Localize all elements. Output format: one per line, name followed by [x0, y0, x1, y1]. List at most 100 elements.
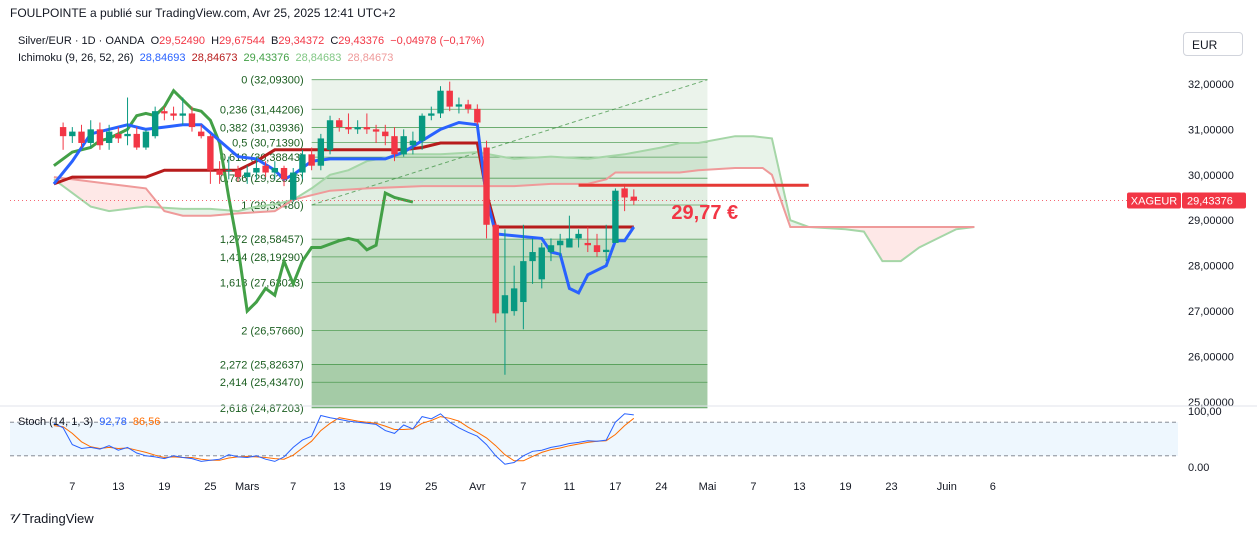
stoch-d-line — [53, 416, 635, 462]
fib-zone — [311, 282, 708, 331]
time-tick-label: 7 — [69, 481, 75, 493]
candle — [612, 190, 619, 243]
price-annotation: 29,77 € — [671, 202, 738, 224]
fib-level-label: 0,236 (31,44206) — [220, 104, 304, 116]
symbol-tag — [1127, 192, 1181, 209]
candle — [464, 104, 472, 109]
candle — [216, 170, 223, 175]
stochastic-pane: 100,00 0.00 — [10, 406, 1222, 474]
candle — [455, 104, 463, 107]
candle — [547, 245, 555, 253]
open-value: O29,52490 — [150, 35, 206, 47]
tenkan-value: 28,84693 — [139, 52, 186, 64]
time-tick-label: 19 — [839, 481, 851, 493]
fib-zone — [311, 157, 708, 179]
time-tick-label: 23 — [885, 481, 897, 493]
candle — [483, 147, 490, 225]
stoch-tick-label: 0.00 — [1188, 462, 1209, 474]
stoch-label[interactable]: Stoch (14, 1, 3) — [18, 416, 94, 428]
kijun-value: 28,84673 — [191, 52, 238, 64]
fib-zone — [311, 79, 708, 110]
stoch-legend: Stoch (14, 1, 3) 92,78 86,56 — [18, 416, 163, 428]
candle — [428, 113, 435, 116]
time-tick-label: 19 — [379, 481, 391, 493]
candle — [96, 129, 104, 146]
ichimoku-label[interactable]: Ichimoku (9, 26, 52, 26) — [18, 52, 134, 64]
price-tick-label: 27,00000 — [1188, 306, 1234, 318]
candle — [603, 249, 610, 253]
candle — [474, 108, 481, 123]
senkou-span-a-line — [53, 135, 975, 263]
time-tick-label: Mai — [699, 481, 717, 493]
candle — [520, 261, 527, 303]
time-tick-label: 13 — [333, 481, 345, 493]
footer: ⁷⁄ TradingView — [10, 510, 94, 526]
candle — [354, 127, 361, 130]
candle — [529, 252, 536, 262]
candle — [262, 165, 269, 173]
fib-zone — [311, 382, 708, 408]
candle — [225, 170, 232, 172]
candle — [142, 131, 150, 148]
senkou-span-b-line — [53, 167, 975, 228]
candle — [151, 111, 159, 137]
span-a-value: 28,84683 — [295, 52, 342, 64]
fib-level-label: 1,618 (27,63023) — [220, 277, 304, 289]
fibonacci-extension: 0 (32,09300) 0,236 (31,44206) 0,382 (31,03… — [220, 75, 708, 415]
publication-header: FOULPOINTE a publié sur TradingView.com,… — [10, 6, 396, 20]
candle — [244, 172, 251, 178]
time-tick-label: 17 — [609, 481, 621, 493]
candle — [317, 138, 325, 166]
candle — [87, 129, 94, 143]
time-tick-label: 13 — [793, 481, 805, 493]
candle — [363, 127, 371, 130]
candle — [115, 133, 122, 139]
stoch-k-line — [53, 413, 634, 465]
time-tick-label: Mars — [235, 481, 260, 493]
footer-brand: TradingView — [22, 510, 94, 526]
time-tick-label: 19 — [158, 481, 170, 493]
price-tick-label: 32,00000 — [1188, 79, 1234, 91]
fib-level-label: 2,618 (24,87203) — [220, 403, 304, 415]
fib-level-label: 2 (26,57660) — [241, 325, 303, 337]
tenkan-sen-line — [52, 120, 636, 295]
fib-level-label: 1,272 (28,58457) — [220, 234, 304, 246]
candle — [556, 240, 564, 246]
candle — [418, 115, 426, 141]
fib-zone — [311, 239, 708, 257]
candle — [538, 247, 545, 280]
price-tick-label: 26,00000 — [1188, 352, 1234, 364]
candle — [170, 113, 177, 116]
fib-level-label: 1,414 (28,19290) — [220, 252, 304, 264]
symbol-name[interactable]: Silver/EUR · 1D · OANDA — [18, 35, 145, 47]
last-price-tag-label: 29,43376 — [1187, 196, 1233, 208]
currency-button[interactable]: EUR — [1183, 32, 1243, 56]
fib-level-label: 0,382 (31,03936) — [220, 123, 304, 135]
candle — [253, 167, 260, 173]
candle — [400, 136, 407, 155]
time-tick-label: 11 — [564, 481, 575, 493]
ichimoku-legend: Ichimoku (9, 26, 52, 26) 28,84693 28,846… — [18, 52, 396, 64]
symbol-legend: Silver/EUR · 1D · OANDA O29,52490 H29,67… — [18, 35, 487, 47]
time-tick-label: 7 — [290, 481, 296, 493]
candles — [59, 81, 638, 375]
candle — [510, 288, 518, 312]
candle — [382, 131, 389, 137]
time-tick-label: 7 — [520, 481, 526, 493]
span-b-value: 28,84673 — [347, 52, 394, 64]
candle — [492, 224, 499, 314]
price-tick-label: 30,00000 — [1188, 170, 1234, 182]
fib-zone — [311, 109, 708, 128]
fib-zone — [311, 256, 708, 283]
candle — [630, 196, 638, 201]
candle — [326, 120, 334, 150]
candle — [501, 295, 509, 314]
stoch-tick-label: 100,00 — [1188, 406, 1222, 418]
tradingview-logo-icon: ⁷⁄ — [10, 510, 19, 526]
close-value: C29,43376 — [330, 35, 385, 47]
fib-zone — [311, 364, 708, 383]
fib-level-label: 0 (32,09300) — [241, 75, 303, 87]
time-tick-label: 7 — [750, 481, 756, 493]
price-tick-label: 28,00000 — [1188, 261, 1234, 273]
